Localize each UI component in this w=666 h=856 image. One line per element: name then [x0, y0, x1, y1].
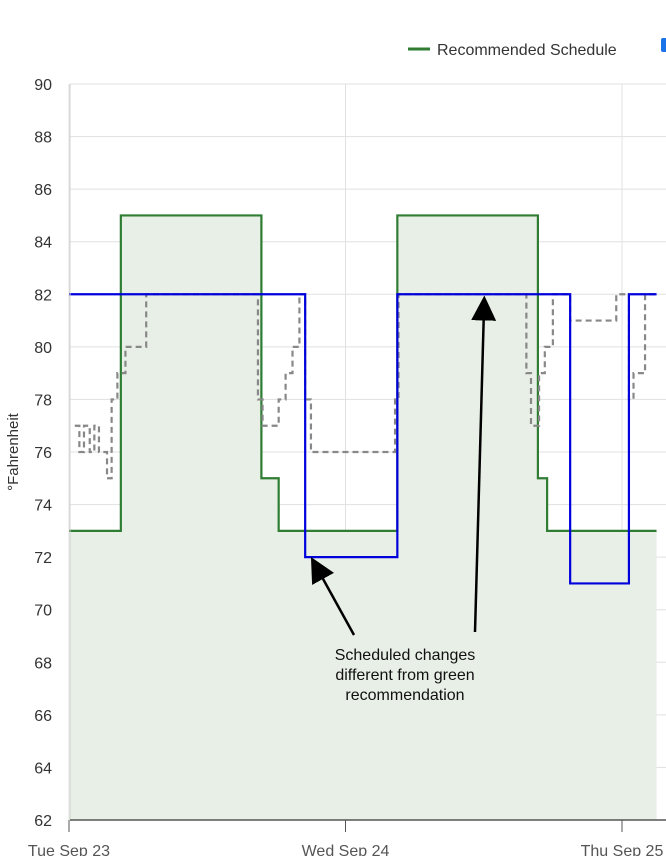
y-tick-label-86: 86: [34, 182, 52, 199]
annotation-line-2: different from green: [335, 667, 474, 684]
series-area-recommended: [69, 215, 657, 820]
x-axis-ticks: Tue Sep 23 Wed Sep 24 Thu Sep 25: [28, 820, 664, 856]
annotation-line-3: recommendation: [345, 687, 464, 704]
y-tick-label-90: 90: [34, 77, 52, 94]
y-tick-label-64: 64: [34, 760, 52, 777]
y-axis-label: °Fahrenheit: [5, 412, 22, 491]
x-tick-label-1: Wed Sep 24: [302, 843, 390, 856]
chart-axes: [69, 84, 666, 821]
x-tick-label-2: Thu Sep 25: [581, 843, 664, 856]
y-tick-label-80: 80: [34, 340, 52, 357]
series-line-0: [69, 214, 657, 532]
chart-annotation: Scheduled changes different from green r…: [310, 295, 497, 704]
y-tick-label-62: 62: [34, 813, 52, 830]
y-tick-label-68: 68: [34, 655, 52, 672]
y-tick-label-76: 76: [34, 445, 52, 462]
x-tick-label-0: Tue Sep 23: [28, 843, 110, 856]
legend-label-recommended: Recommended Schedule: [437, 42, 617, 59]
chart-series-lines: [69, 214, 657, 585]
chart-legend: Recommended Schedule: [408, 38, 666, 59]
legend-checkbox-icon[interactable]: [661, 38, 666, 52]
y-tick-label-66: 66: [34, 708, 52, 725]
y-tick-label-78: 78: [34, 392, 52, 409]
recommended-schedule-area: [69, 215, 657, 820]
y-tick-label-82: 82: [34, 287, 52, 304]
annotation-line-1: Scheduled changes: [335, 647, 476, 664]
y-tick-label-84: 84: [34, 235, 52, 252]
annotation-arrow-right: [471, 295, 497, 633]
y-axis-ticks: 62 64 66 68 70 72 74 76 78 80 82 84 86 88 90: [34, 77, 52, 830]
y-tick-label-88: 88: [34, 130, 52, 147]
series-line-1: [69, 293, 657, 585]
annotation-arrow-left: [310, 557, 356, 636]
y-tick-label-74: 74: [34, 498, 52, 515]
y-tick-label-72: 72: [34, 550, 52, 567]
y-tick-label-70: 70: [34, 603, 52, 620]
